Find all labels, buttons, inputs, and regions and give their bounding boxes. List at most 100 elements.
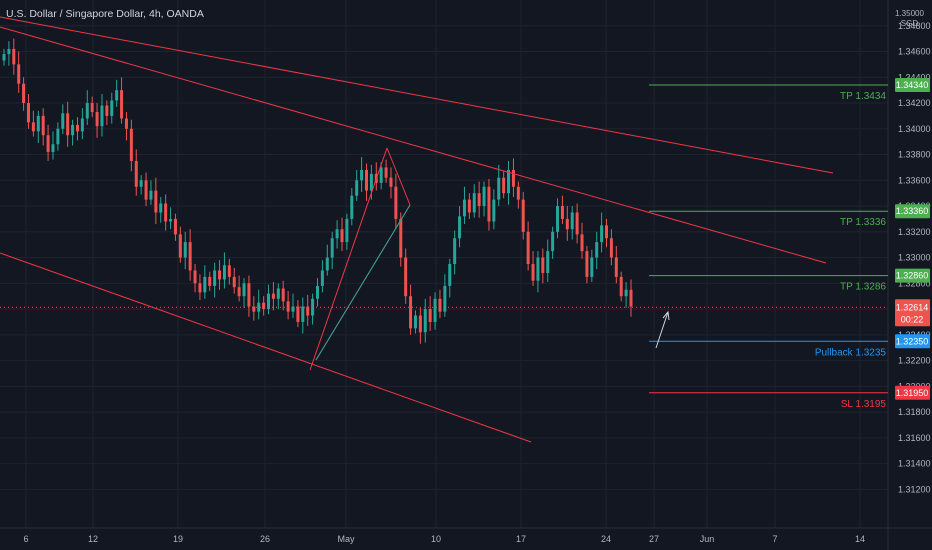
y-tick-label: 1.33200	[898, 227, 931, 237]
level-price-tag-text: 1.31950	[896, 388, 929, 398]
candle-body	[418, 315, 422, 333]
candle-body	[134, 160, 138, 187]
candle-body	[149, 190, 153, 200]
lower-trendline	[0, 252, 532, 443]
candle-body	[325, 257, 329, 271]
candle-body	[614, 257, 618, 277]
candle-body	[511, 169, 515, 187]
candle-body	[428, 309, 432, 322]
candle-body	[477, 193, 481, 207]
candle-body	[629, 289, 633, 307]
candle-body	[198, 283, 202, 293]
candle-body	[17, 64, 21, 84]
candle-body	[80, 118, 84, 132]
y-tick-label: 1.33600	[898, 175, 931, 185]
y-tick-label: 1.31200	[898, 484, 931, 494]
candle-body	[232, 276, 236, 288]
countdown-text: 00:22	[901, 314, 924, 324]
candle-body	[560, 206, 564, 219]
candle-body	[438, 298, 442, 312]
currency-top-tick: 1.35000	[895, 9, 924, 18]
candle-body	[502, 177, 506, 194]
candle-body	[66, 113, 70, 136]
level-label: Pullback 1.3235	[815, 347, 887, 358]
candle-body	[51, 144, 55, 152]
level-label: SL 1.3195	[841, 399, 887, 410]
candle-body	[345, 218, 349, 243]
level-price-tag-text: 1.32860	[896, 271, 929, 281]
candle-body	[546, 251, 550, 274]
candle-body	[71, 124, 75, 136]
level-label: TP 1.3434	[840, 91, 886, 102]
candle-body	[164, 203, 168, 222]
candle-body	[105, 105, 109, 116]
x-tick-label: 19	[173, 534, 183, 544]
y-tick-label: 1.31600	[898, 433, 931, 443]
candle-body	[458, 216, 462, 239]
candle-body	[7, 48, 11, 55]
x-tick-label: 6	[23, 534, 28, 544]
x-tick-label: May	[337, 534, 355, 544]
y-tick-label: 1.33800	[898, 150, 931, 160]
candle-body	[565, 218, 569, 230]
level-price-tag	[895, 204, 930, 219]
level-price-tag-text: 1.34340	[896, 80, 929, 90]
candle-body	[237, 287, 241, 297]
candle-body	[453, 238, 457, 264]
candle-body	[404, 257, 408, 297]
candle-body	[120, 90, 124, 119]
y-tick-label: 1.31800	[898, 407, 931, 417]
y-tick-label: 1.34800	[898, 21, 931, 31]
candle-body	[41, 115, 45, 136]
candle-body	[183, 242, 187, 258]
candle-body	[75, 124, 79, 132]
candle-body	[497, 177, 501, 200]
candle-body	[85, 103, 89, 119]
candle-body	[262, 302, 266, 310]
candle-body	[169, 218, 173, 222]
candle-body	[462, 199, 466, 217]
level-price-tag	[895, 77, 930, 92]
candle-body	[208, 276, 212, 286]
candle-body	[609, 238, 613, 258]
candle-body	[399, 218, 403, 258]
x-tick-label: 10	[431, 534, 441, 544]
level-price-tag	[895, 334, 930, 349]
candle-body	[100, 105, 104, 127]
projection-arrow	[655, 310, 670, 349]
candle-body	[154, 190, 158, 213]
candle-body	[257, 302, 261, 312]
candle-body	[423, 309, 427, 333]
x-tick-label: 24	[601, 534, 611, 544]
candle-body	[46, 135, 50, 152]
arrow-shaft	[655, 311, 669, 349]
candle-body	[369, 173, 373, 191]
current-price-tag	[895, 299, 930, 327]
candle-body	[521, 199, 525, 232]
candle-body	[541, 257, 545, 274]
y-tick-label: 1.34600	[898, 47, 931, 57]
candle-body	[585, 251, 589, 277]
candle-body	[600, 225, 604, 243]
candle-body	[115, 90, 119, 101]
candle-body	[306, 306, 310, 316]
candle-body	[443, 285, 447, 312]
candle-body	[330, 238, 334, 258]
candle-body	[551, 231, 555, 252]
candle-body	[413, 315, 417, 329]
middle-trendline	[0, 26, 827, 264]
candle-body	[281, 288, 285, 302]
currency-label: 1.35000 SGD	[895, 9, 924, 29]
x-tick-label: 26	[260, 534, 270, 544]
candle-body	[242, 283, 246, 297]
level-price-tag-text: 1.32350	[896, 336, 929, 346]
candle-body	[360, 169, 364, 181]
candle-body	[316, 285, 319, 299]
candle-body	[203, 276, 207, 293]
rising-channel-inner	[315, 204, 411, 361]
candle-body	[26, 103, 30, 123]
x-tick-label: 7	[772, 534, 777, 544]
level-price-tag	[895, 385, 930, 400]
candle-body	[36, 115, 40, 132]
